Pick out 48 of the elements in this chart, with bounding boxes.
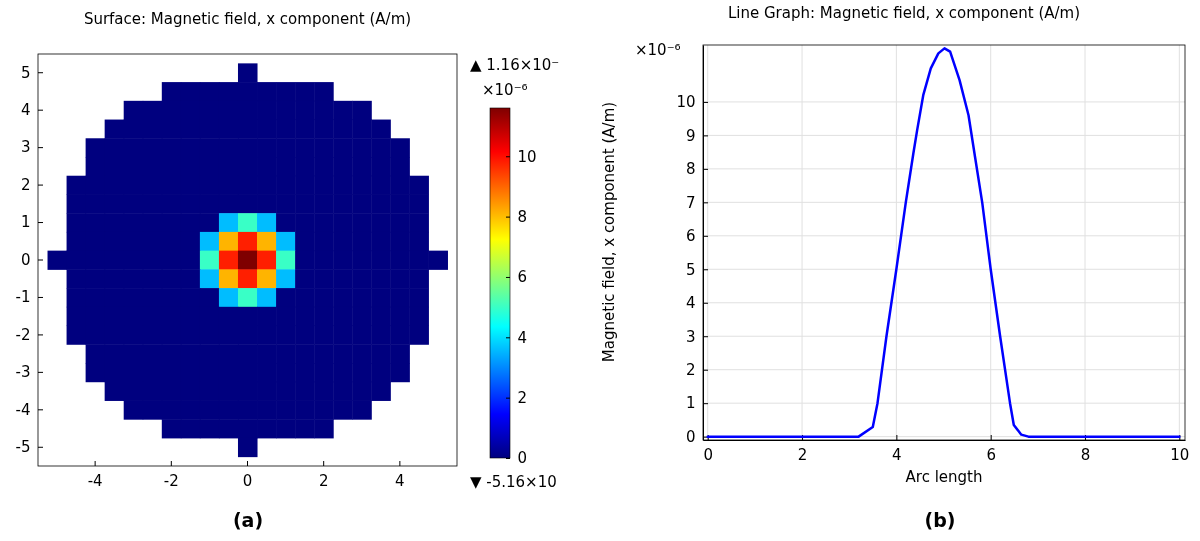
x-tick-label: -2 xyxy=(163,471,179,490)
y-tick-label: 1 xyxy=(20,213,31,232)
text: ×10⁻⁶ xyxy=(482,81,528,99)
x-tick-label: 4 xyxy=(892,445,902,464)
x-tick-label: 10 xyxy=(1170,445,1190,464)
y-tick-label: 0 xyxy=(20,250,31,269)
x-tick-label: -4 xyxy=(87,471,103,490)
y-tick-label: 4 xyxy=(685,294,696,313)
y-tick-label: 3 xyxy=(685,327,696,346)
y-tick-label: 3 xyxy=(20,138,31,157)
text: ×10⁻⁶ xyxy=(635,41,681,59)
y-tick-label: 5 xyxy=(20,63,31,82)
y-tick-label: 4 xyxy=(20,100,31,119)
y-tick-label: -4 xyxy=(15,400,31,419)
x-tick-label: 0 xyxy=(242,471,253,490)
text: ▲ 1.16×10⁻ xyxy=(470,56,560,74)
x-tick-label: 2 xyxy=(797,445,808,464)
y-tick-label: 6 xyxy=(685,227,696,246)
y-tick-label: -3 xyxy=(15,363,31,382)
x-tick-label: 6 xyxy=(986,445,996,464)
text: (a) xyxy=(232,509,264,531)
color-bar-label: 4 xyxy=(517,328,528,347)
color-bar-label: 10 xyxy=(517,147,537,166)
x-tick-label: 4 xyxy=(395,471,405,490)
y-axis-title: Magnetic field, x component (A/m) xyxy=(600,101,618,363)
y-tick-label: -5 xyxy=(15,438,31,457)
color-bar-label: 8 xyxy=(517,207,528,226)
y-tick-label: 7 xyxy=(685,193,696,212)
color-bar-label: 6 xyxy=(517,268,528,287)
text: (b) xyxy=(924,509,956,531)
y-tick-label: -2 xyxy=(15,325,31,344)
y-tick-label: 1 xyxy=(685,394,696,413)
chart-title: Line Graph: Magnetic field, x component (A/m) xyxy=(727,4,1081,22)
x-tick-label: 0 xyxy=(703,445,713,464)
color-bar-label: 2 xyxy=(517,388,528,407)
x-axis-title: Arc length xyxy=(905,468,983,486)
y-tick-label: 0 xyxy=(685,427,696,446)
chart-title: Surface: Magnetic field, x component (A/m) xyxy=(83,10,412,28)
y-tick-label: -1 xyxy=(15,288,31,307)
y-tick-label: 8 xyxy=(685,160,696,179)
y-tick-label: 2 xyxy=(685,361,696,379)
x-tick-label: 8 xyxy=(1080,445,1091,464)
text: ▼ -5.16×10 xyxy=(470,473,557,491)
x-tick-label: 2 xyxy=(318,471,329,490)
y-tick-label: 2 xyxy=(20,175,31,194)
y-tick-label: 10 xyxy=(676,93,696,112)
y-tick-label: 5 xyxy=(685,260,696,279)
y-tick-label: 9 xyxy=(685,126,696,145)
